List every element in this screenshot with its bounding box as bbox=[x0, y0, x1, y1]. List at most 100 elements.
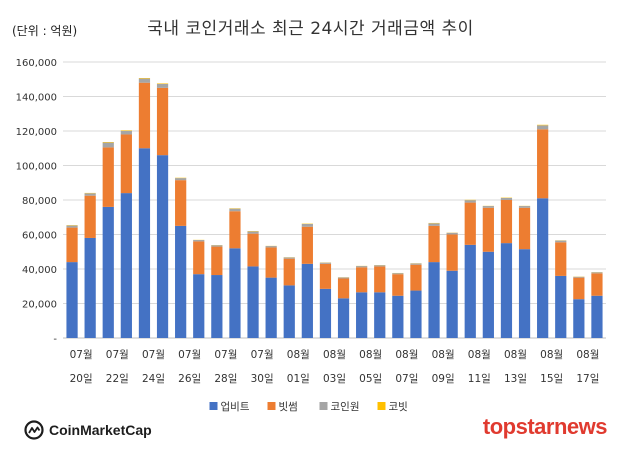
bar-segment bbox=[229, 248, 241, 338]
x-tick-month: 07월 bbox=[106, 349, 129, 361]
x-tick-month: 08월 bbox=[576, 349, 599, 361]
source-name: CoinMarketCap bbox=[49, 422, 152, 438]
bar-segment bbox=[446, 270, 458, 338]
y-tick-label: 60,000 bbox=[22, 231, 57, 242]
bar-segment bbox=[537, 124, 549, 126]
bar-segment bbox=[211, 246, 223, 276]
bar-segment bbox=[518, 206, 531, 208]
x-tick-month: 08월 bbox=[468, 349, 491, 361]
bar-segment bbox=[410, 264, 422, 291]
bar-segment bbox=[156, 83, 169, 84]
bar-segment bbox=[283, 258, 295, 286]
bar-segment bbox=[428, 223, 440, 226]
y-tick-label: 80,000 bbox=[22, 196, 57, 207]
x-tick-month: 08월 bbox=[287, 349, 310, 361]
bar-segment bbox=[102, 142, 114, 143]
bar-segment bbox=[374, 292, 386, 338]
x-tick-month: 08월 bbox=[323, 349, 346, 361]
x-tick-day: 26일 bbox=[178, 372, 201, 385]
bar-segment bbox=[500, 200, 513, 244]
bar-segment bbox=[464, 244, 476, 338]
bar-segment bbox=[374, 266, 386, 293]
x-tick-month: 08월 bbox=[395, 349, 418, 361]
unit-label: (단위 : 억원) bbox=[12, 24, 78, 38]
bar-segment bbox=[573, 299, 585, 338]
x-tick-day: 30일 bbox=[251, 372, 274, 385]
bar-segment bbox=[229, 211, 241, 249]
bar-segment bbox=[84, 195, 96, 238]
bar-segment bbox=[66, 262, 78, 338]
x-tick-day: 09일 bbox=[432, 372, 455, 385]
bar-segment bbox=[193, 241, 205, 275]
bar-segment bbox=[247, 266, 259, 338]
bar-segment bbox=[428, 262, 440, 338]
bar-segment bbox=[102, 142, 114, 148]
bar-segment bbox=[500, 243, 513, 338]
bar-segment bbox=[301, 226, 313, 264]
bar-segment bbox=[120, 130, 132, 135]
bar-segment bbox=[84, 193, 96, 196]
x-tick-day: 05일 bbox=[359, 372, 382, 385]
bar-segment bbox=[66, 227, 78, 263]
bar-segment bbox=[392, 295, 404, 338]
x-tick-month: 08월 bbox=[432, 349, 455, 361]
bar-segment bbox=[175, 178, 187, 181]
bar-segment bbox=[283, 285, 295, 338]
source-logo: CoinMarketCap bbox=[24, 420, 152, 440]
legend-swatch bbox=[377, 402, 386, 410]
bar-segment bbox=[374, 265, 386, 267]
bar-segment bbox=[337, 298, 350, 338]
x-tick-month: 07월 bbox=[251, 349, 274, 361]
bar-segment bbox=[265, 246, 277, 248]
x-tick-month: 08월 bbox=[359, 349, 382, 361]
x-tick-month: 07월 bbox=[178, 349, 201, 361]
bar-segment bbox=[446, 234, 458, 271]
bar-segment bbox=[392, 274, 404, 296]
bar-segment bbox=[156, 87, 169, 156]
bar-segment bbox=[482, 206, 494, 208]
bar-segment bbox=[211, 275, 223, 338]
bar-segment bbox=[301, 263, 313, 338]
x-tick-day: 20일 bbox=[70, 372, 93, 385]
y-tick-label: 40,000 bbox=[22, 265, 57, 276]
bar-segment bbox=[120, 193, 132, 338]
bar-segment bbox=[591, 295, 603, 338]
bar-segment bbox=[283, 257, 295, 259]
bar-segment bbox=[247, 233, 259, 267]
y-tick-label: 140,000 bbox=[16, 93, 57, 104]
bar-segment bbox=[319, 262, 332, 264]
bar-segment bbox=[446, 232, 458, 235]
bar-segment bbox=[464, 200, 476, 203]
bar-segment bbox=[518, 249, 531, 338]
bar-segment bbox=[555, 275, 567, 338]
x-tick-month: 08월 bbox=[540, 349, 563, 361]
x-tick-day: 01일 bbox=[287, 372, 310, 385]
x-tick-day: 15일 bbox=[540, 372, 563, 385]
bar-segment bbox=[193, 240, 205, 242]
bar-segment bbox=[482, 251, 494, 338]
bar-segment bbox=[301, 223, 313, 227]
bar-segment bbox=[428, 225, 440, 263]
legend-swatch bbox=[209, 402, 218, 410]
bar-segment bbox=[120, 130, 132, 131]
bar-segment bbox=[138, 82, 151, 149]
bar-segment bbox=[555, 242, 567, 276]
x-tick-day: 17일 bbox=[576, 372, 599, 385]
bar-segment bbox=[156, 155, 169, 338]
bar-segment bbox=[138, 148, 151, 338]
bar-segment bbox=[319, 263, 332, 289]
x-tick-month: 07월 bbox=[214, 349, 237, 361]
legend-swatch bbox=[319, 402, 328, 410]
x-tick-day: 28일 bbox=[214, 372, 237, 385]
bar-segment bbox=[193, 274, 205, 338]
x-tick-day: 24일 bbox=[142, 372, 165, 385]
x-tick-day: 22일 bbox=[106, 372, 129, 385]
x-tick-month: 08월 bbox=[504, 349, 527, 361]
bar-segment bbox=[464, 202, 476, 245]
legend-label: 빗썸 bbox=[279, 401, 298, 413]
bar-segment bbox=[265, 277, 277, 338]
x-tick-month: 07월 bbox=[70, 349, 93, 361]
bar-segment bbox=[319, 288, 332, 338]
bar-segment bbox=[211, 245, 223, 247]
bar-segment bbox=[84, 237, 96, 338]
